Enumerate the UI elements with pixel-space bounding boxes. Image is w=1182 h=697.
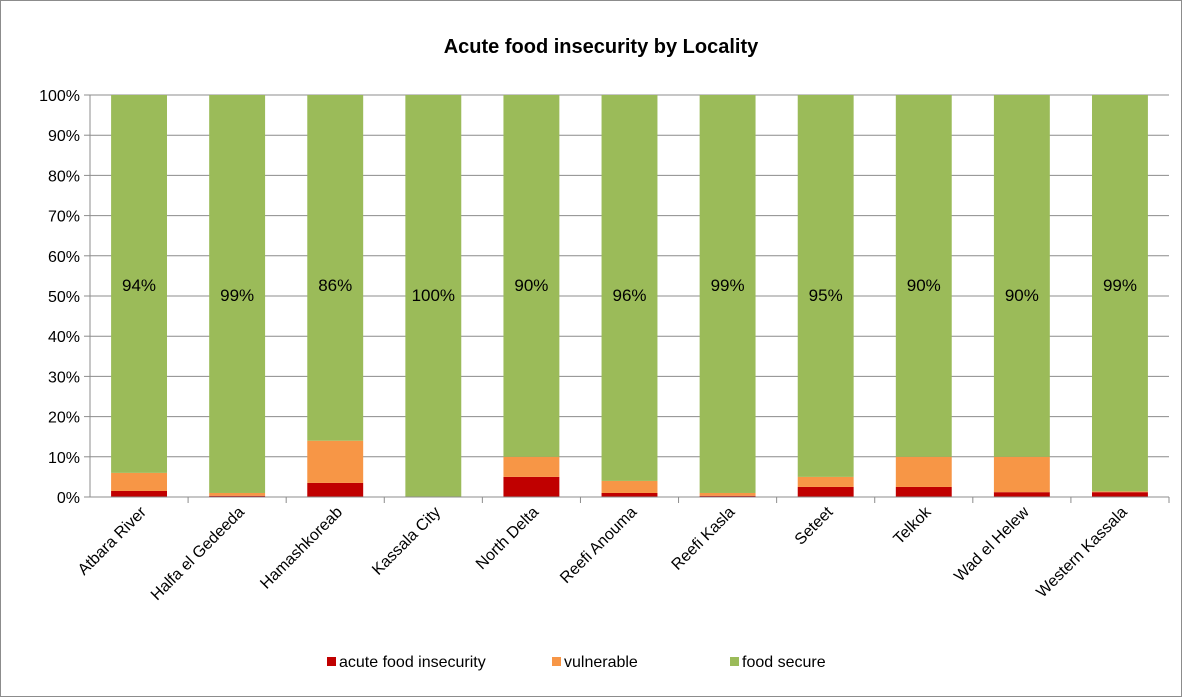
bar-segment [111,490,168,497]
bar-segment [111,472,168,491]
x-tick-label: North Delta [473,504,542,573]
data-label: 100% [412,286,455,305]
bar-segment [699,95,756,493]
x-tick-label: Atbara River [75,503,150,578]
bar-segment [1091,491,1148,493]
data-label: 90% [907,276,941,295]
data-label: 99% [1103,276,1137,295]
legend-swatch [327,657,336,666]
y-tick-label: 40% [48,329,80,346]
data-label: 99% [220,286,254,305]
bar-segment [797,476,854,487]
x-tick-label: Western Kassala [1033,504,1130,601]
bar-segment [307,95,364,441]
x-tick-label: Reefi Kasla [669,504,739,574]
legend-label: acute food insecurity [339,654,486,671]
bar-segment [601,492,658,497]
y-axis: 0% 10% 20% 30% 40% 50% 60% 70% 80% 90% 100% [39,88,91,507]
bar-segment [307,482,364,497]
data-label: 86% [318,276,352,295]
y-tick-label: 0% [57,490,80,507]
bar-segment [895,456,952,487]
y-tick-label: 60% [48,249,80,266]
bar-segment [699,492,756,496]
legend-swatch [552,657,561,666]
bar-segment [503,456,560,477]
data-label: 96% [612,286,646,305]
bar-segment [209,492,266,496]
bar-segment [797,486,854,497]
data-label: 90% [1005,286,1039,305]
data-label: 94% [122,276,156,295]
bar-segment [111,95,168,473]
data-label: 99% [711,276,745,295]
y-tick-label: 30% [48,369,80,386]
bar-segment [699,495,756,497]
x-tick-label: Wad el Helew [951,503,1033,585]
data-label: 90% [514,276,548,295]
y-tick-label: 70% [48,209,80,226]
y-tick-label: 50% [48,289,80,306]
bar-segment [895,486,952,497]
bar-segment [993,492,1050,497]
x-tick-label: Kassala City [369,504,444,579]
bar-segment [895,95,952,457]
bar-segment [993,456,1050,493]
bar-segment [209,495,266,497]
bar-segment [797,95,854,477]
x-tick-label: Reefi Anouma [557,504,640,587]
y-tick-label: 10% [48,450,80,467]
x-tick-label: Halfa el Gedeeda [148,504,248,604]
x-tick-label: Seteet [792,503,837,548]
y-tick-label: 20% [48,410,80,427]
bar-segment [503,476,560,497]
y-tick-label: 90% [48,128,80,145]
bar-segment [993,95,1050,457]
bar-segment [209,95,266,493]
y-tick-label: 80% [48,168,80,185]
bars: 94% 99% 86% 100% 90% 96% 99% 95% 90% 90% 99% [111,95,1148,497]
x-tick-label: Telkok [891,503,936,548]
bar-segment [1091,492,1148,497]
legend-swatch [730,657,739,666]
chart-title: Acute food insecurity by Locality [444,36,759,58]
bar-segment [307,440,364,483]
data-label: 95% [809,286,843,305]
bar-segment [503,95,560,457]
bar-segment [601,480,658,493]
bar-segment [601,95,658,481]
legend-label: vulnerable [564,654,638,671]
bar-segment [1091,95,1148,492]
legend-label: food secure [742,654,826,671]
bar-segment [405,95,462,497]
legend: acute food insecurity vulnerable food secu… [327,654,826,671]
y-tick-label: 100% [39,88,80,105]
x-tick-label: Hamashkoreab [257,504,346,593]
